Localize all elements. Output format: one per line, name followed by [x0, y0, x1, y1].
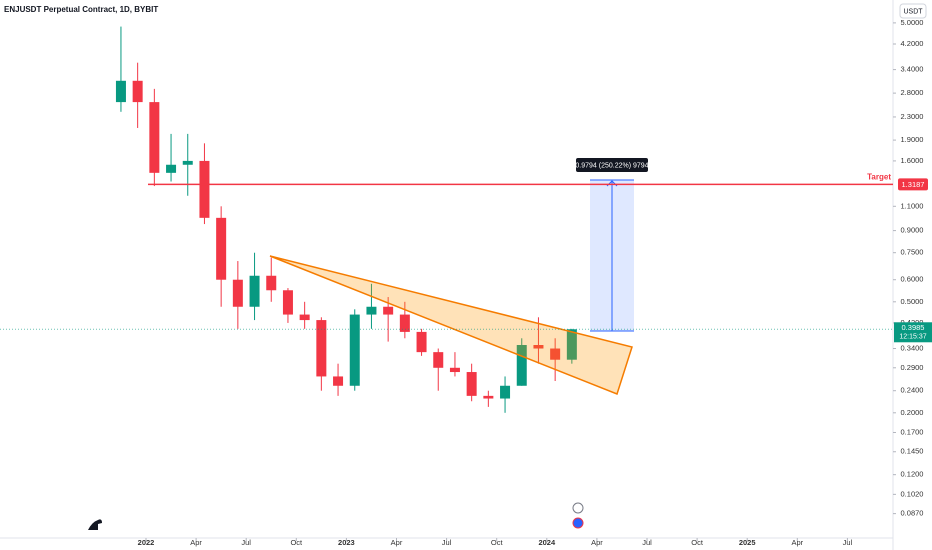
candle-body — [366, 306, 377, 315]
x-tick-label: 2022 — [138, 538, 155, 547]
candle-body — [399, 314, 410, 332]
candle-body — [199, 160, 210, 218]
target-price: 1.3187 — [902, 180, 925, 189]
candle-body — [449, 367, 460, 373]
x-tick-label: 2023 — [338, 538, 355, 547]
y-tick-label: 5.0000 — [901, 18, 924, 27]
x-tick-label: 2024 — [538, 538, 556, 547]
y-tick-label: 0.6000 — [901, 275, 924, 284]
candle-body — [466, 372, 477, 396]
measure-label-box — [576, 158, 648, 172]
candle-body — [316, 320, 327, 377]
y-tick-label: 0.2000 — [901, 408, 924, 417]
y-tick-label: 1.1000 — [901, 201, 924, 210]
x-tick-label: Jul — [442, 538, 452, 547]
currency-box[interactable] — [899, 3, 927, 19]
last-price-label: 0.3985 — [902, 323, 925, 332]
y-tick-label: 0.5000 — [901, 297, 924, 306]
logo — [88, 519, 102, 530]
chart-title: ENJUSDT Perpetual Contract, 1D, BYBIT — [4, 5, 158, 14]
x-tick-label: Apr — [190, 538, 202, 547]
candle-body — [500, 385, 511, 399]
y-tick-label: 0.0870 — [901, 509, 924, 518]
candle-body — [216, 217, 227, 280]
measure-label: 0.9794 (250.22%) 9794 — [575, 162, 648, 169]
event-icon[interactable] — [572, 517, 584, 529]
x-tick-label: Oct — [691, 538, 704, 547]
candle-body — [550, 348, 561, 360]
plot-area — [115, 26, 577, 413]
candle-body — [533, 345, 544, 349]
y-tick-label: 0.3400 — [901, 344, 924, 353]
countdown: 12:15:37 — [899, 334, 926, 341]
y-tick-label: 0.2400 — [901, 386, 924, 395]
y-tick-label: 0.1200 — [901, 470, 924, 479]
y-tick-label: 0.1020 — [901, 489, 924, 498]
x-tick-label: Apr — [391, 538, 403, 547]
y-tick-label: 0.9000 — [901, 226, 924, 235]
candle-body — [566, 329, 577, 360]
candle-body — [383, 306, 394, 315]
x-tick-label: 2025 — [739, 538, 756, 547]
y-tick-label: 1.9000 — [901, 135, 924, 144]
candle-body — [349, 314, 360, 386]
currency: USDT — [903, 8, 923, 15]
triangle-pattern — [269, 255, 633, 395]
y-tick-label: 2.3000 — [901, 112, 924, 121]
candle-body — [115, 80, 126, 103]
candle-body — [416, 331, 427, 353]
y-tick-label: 4.2000 — [901, 39, 924, 48]
candle-body — [333, 376, 344, 386]
candle-body — [132, 80, 143, 103]
y-tick-label: 0.1450 — [901, 447, 924, 456]
candle-body — [182, 160, 193, 165]
candle-body — [483, 395, 494, 399]
candle-body — [266, 275, 277, 291]
candle-body — [299, 314, 310, 321]
candle-body — [433, 352, 444, 368]
y-tick-label: 0.2900 — [901, 363, 924, 372]
y-tick-label: 3.4000 — [901, 65, 924, 74]
x-tick-label: Jul — [843, 538, 853, 547]
candle-body — [166, 164, 177, 173]
x-tick-label: Oct — [290, 538, 303, 547]
x-tick-label: Apr — [791, 538, 803, 547]
y-tick-label: 0.1700 — [901, 427, 924, 436]
candle-body — [282, 290, 293, 315]
candle-body — [232, 279, 243, 307]
y-tick-label: 2.8000 — [901, 88, 924, 97]
y-tick-label: 1.6000 — [901, 156, 924, 165]
candle-body — [516, 345, 527, 386]
x-tick-label: Jul — [241, 538, 251, 547]
x-tick-label: Apr — [591, 538, 603, 547]
x-tick-label: Oct — [491, 538, 504, 547]
candle-body — [149, 102, 160, 173]
y-tick-label: 0.7500 — [901, 248, 924, 257]
event-icon[interactable] — [572, 502, 584, 514]
candle-body — [249, 275, 260, 307]
last-price-box — [894, 322, 932, 343]
target-price-box — [898, 178, 928, 191]
target-label: Target — [867, 172, 891, 181]
x-tick-label: Jul — [642, 538, 652, 547]
